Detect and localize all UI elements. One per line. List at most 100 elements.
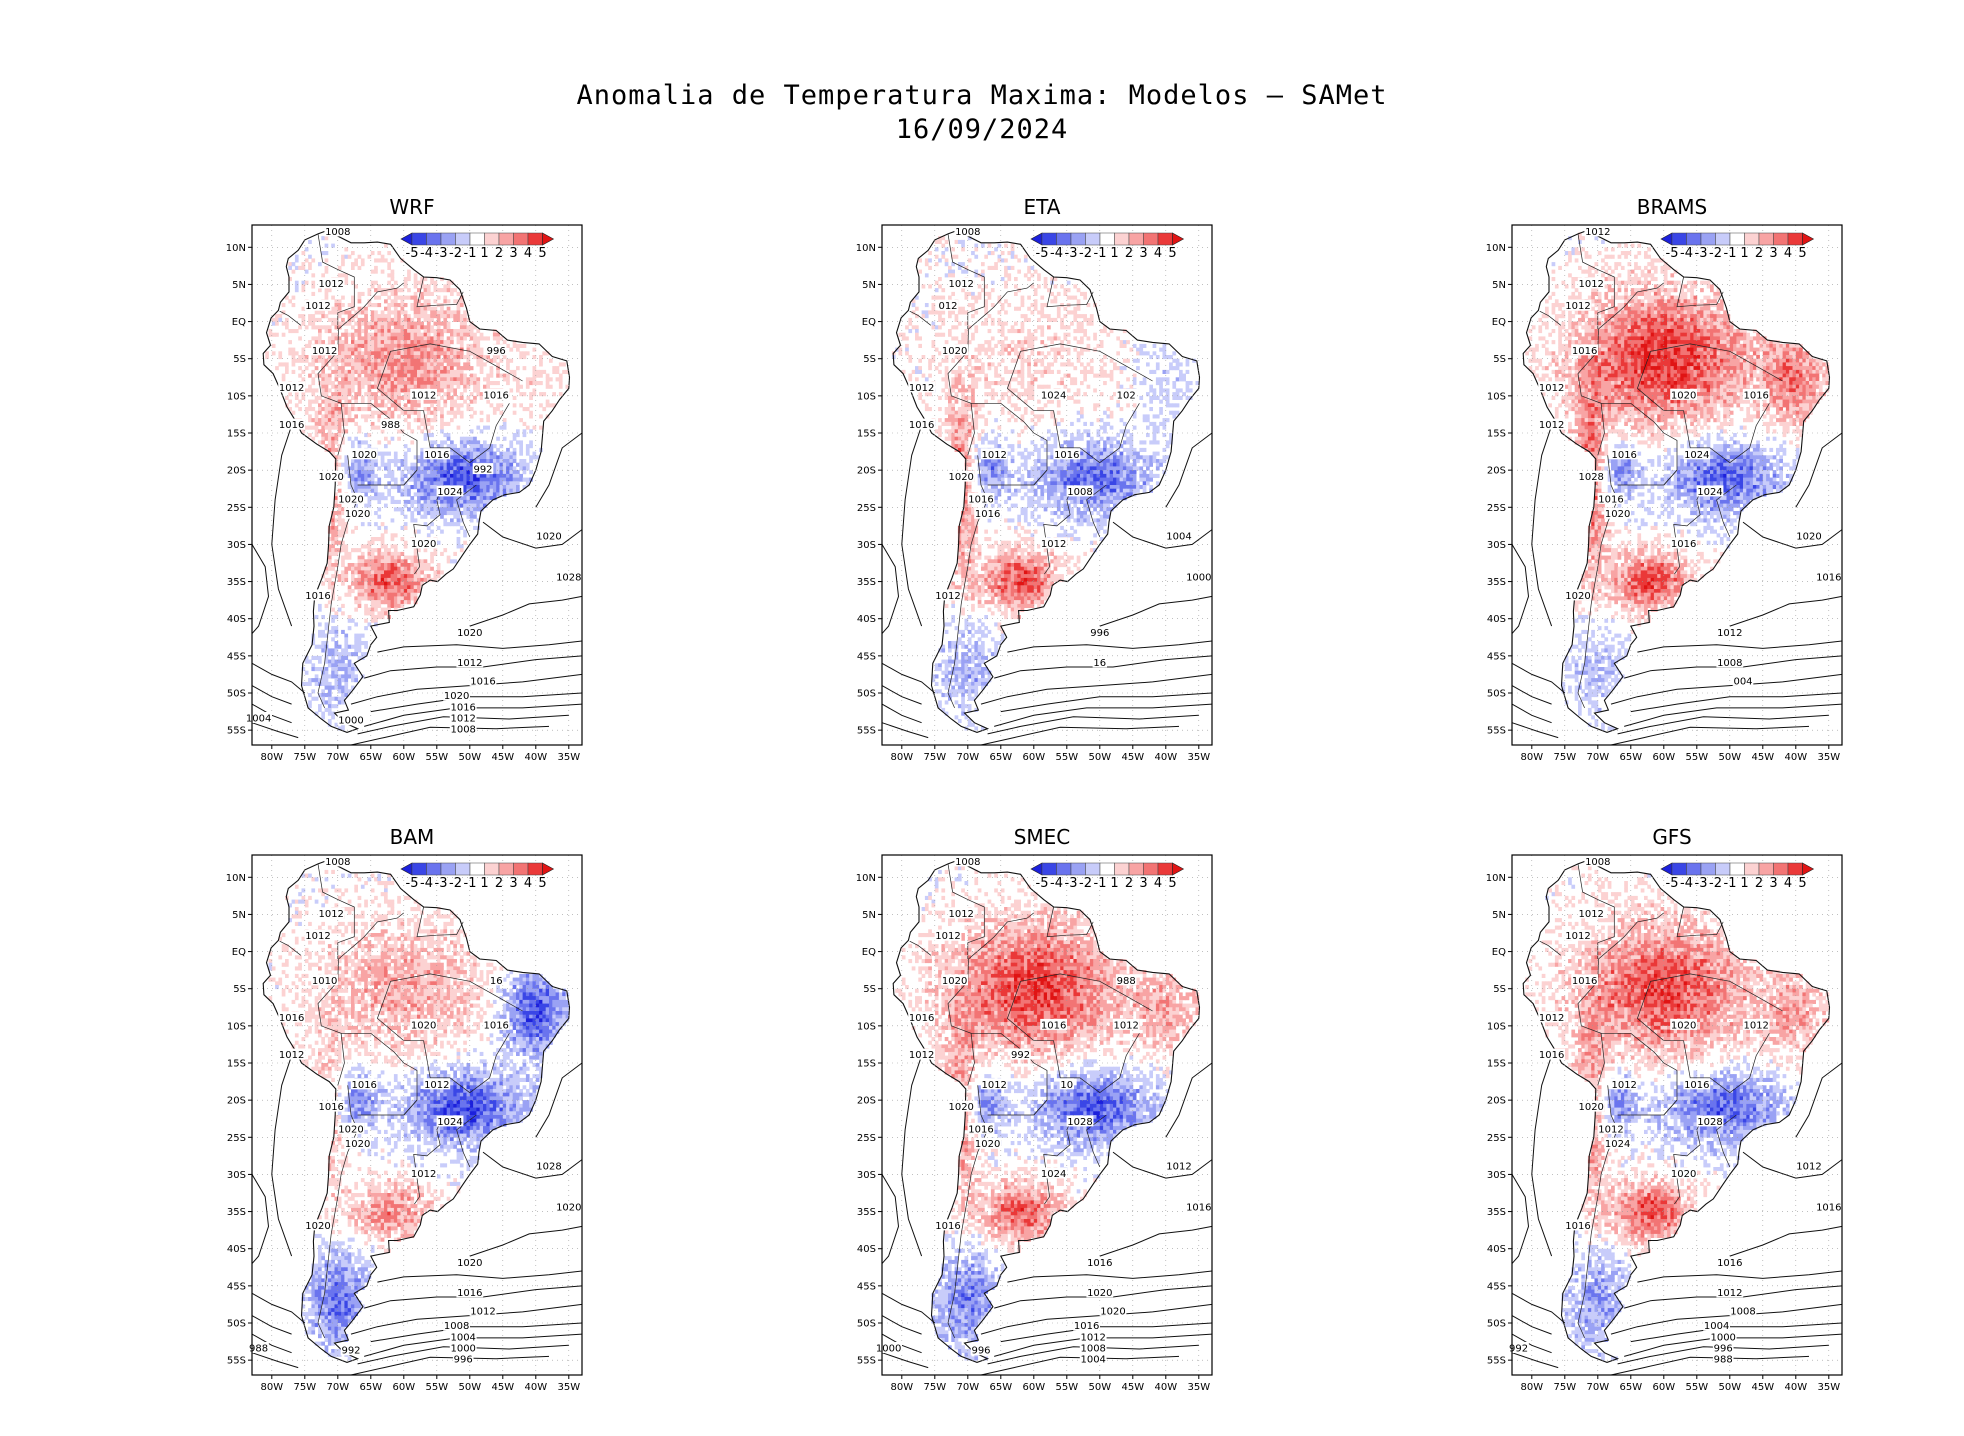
lon-tick-label: 55W <box>1685 752 1708 763</box>
lon-tick-label: 70W <box>326 752 349 763</box>
isobar-label: 1016 <box>975 509 1000 520</box>
isobar-label: 1012 <box>1041 539 1066 550</box>
isobar-label: 1016 <box>1572 346 1597 357</box>
isobar-label: 1020 <box>1605 509 1630 520</box>
colorbar: -5 -4 -3 -2 -1 1 2 3 4 5 <box>400 862 555 891</box>
colorbar-label: 2 <box>1125 876 1133 891</box>
panel-title: BAM <box>247 825 577 849</box>
panel-bam: BAM 1008 1012 1012 1016 1012 1016 1020 1010 1020… <box>185 825 725 1393</box>
lon-tick-label: 60W <box>1652 1382 1675 1393</box>
colorbar-label: 2 <box>1755 876 1763 891</box>
isobar-label: 1020 <box>318 472 343 483</box>
gridlines <box>1512 225 1842 745</box>
panel-title: SMEC <box>877 825 1207 849</box>
colorbar-label: -1 <box>1724 876 1737 891</box>
lon-tick-label: 70W <box>956 752 979 763</box>
isobar-label: 10 <box>1060 1080 1073 1091</box>
isobar-label: 1016 <box>1816 1202 1841 1213</box>
lat-tick-label: 20S <box>857 1096 876 1107</box>
colorbar-label: 1 <box>1110 876 1118 891</box>
lon-tick-label: 50W <box>458 752 481 763</box>
lon-tick-label: 60W <box>392 752 415 763</box>
isobar-label: 1012 <box>1113 1020 1138 1031</box>
colorbar-label: 3 <box>1769 876 1777 891</box>
isobar-label: 1008 <box>325 857 350 868</box>
colorbar-label: 3 <box>509 876 517 891</box>
isobar-label: 996 <box>971 1346 990 1357</box>
colorbar-label: 3 <box>1139 246 1147 261</box>
lat-tick-label: 35S <box>227 1207 246 1218</box>
isobar-label: 1020 <box>457 628 482 639</box>
coastline <box>1522 859 1831 1363</box>
isobar-label: 1012 <box>450 714 475 725</box>
lon-tick-label: 50W <box>1088 752 1111 763</box>
isobar-label: 16 <box>1093 658 1106 669</box>
colorbar-label: 4 <box>524 246 532 261</box>
isobar-label: 1004 <box>1704 1321 1729 1332</box>
isobar-label: 1024 <box>437 1117 462 1128</box>
lon-tick-label: 80W <box>260 1382 283 1393</box>
lon-tick-label: 40W <box>1784 752 1807 763</box>
isobar-label: 1012 <box>909 383 934 394</box>
colorbar-label: -1 <box>1094 246 1107 261</box>
lon-tick-label: 80W <box>890 1382 913 1393</box>
colorbar-label: -5 <box>406 246 419 261</box>
isobar-label: 1020 <box>444 691 469 702</box>
lat-tick-label: 15S <box>857 429 876 440</box>
plot-frame <box>251 224 583 746</box>
lat-tick-label: 20S <box>1487 466 1506 477</box>
isobar-label: 1016 <box>1565 1221 1590 1232</box>
isobar-label: 1004 <box>1080 1355 1105 1366</box>
colorbar: -5 -4 -3 -2 -1 1 2 3 4 5 <box>400 232 555 261</box>
isobar-label: 988 <box>249 1344 268 1355</box>
isobar-label: 1024 <box>437 487 462 498</box>
lat-tick-label: 25S <box>857 503 876 514</box>
lat-tick-label: 45S <box>227 1281 246 1292</box>
colorbar-label: 5 <box>1168 246 1176 261</box>
isobar-label: 1016 <box>351 1080 376 1091</box>
lon-tick-label: 65W <box>989 752 1012 763</box>
coastline <box>892 229 1201 733</box>
isobar-label: 1012 <box>1565 931 1590 942</box>
colorbar-label: -4 <box>420 246 433 261</box>
lat-tick-label: 55S <box>857 1356 876 1367</box>
lat-tick-label: 5S <box>233 984 246 995</box>
map-brams: 1012 1012 1012 1012 1012 1016 1016 1016 1020 1016… <box>1486 224 1843 763</box>
isobar-label: 1016 <box>1598 494 1623 505</box>
colorbar-label: -5 <box>406 876 419 891</box>
colorbar-label: -4 <box>1050 876 1063 891</box>
isobar-label: 1016 <box>483 1020 508 1031</box>
lon-tick-label: 60W <box>392 1382 415 1393</box>
lat-tick-label: 10S <box>227 1021 246 1032</box>
isobar-label: 1016 <box>1041 1020 1066 1031</box>
isobar-label: 1028 <box>1697 1117 1722 1128</box>
lat-tick-label: 10N <box>1486 873 1506 884</box>
isobar-labels: 1012 1012 1012 1012 1012 1016 1016 1016 1020 1016… <box>1538 225 1843 687</box>
gridlines <box>882 855 1212 1375</box>
colorbar-label: -4 <box>1680 246 1693 261</box>
isobar-label: 1012 <box>470 1306 495 1317</box>
isobar-label: 1016 <box>968 1124 993 1135</box>
lon-tick-label: 45W <box>491 752 514 763</box>
lat-tick-label: 10N <box>226 873 246 884</box>
isobar-label: 004 <box>1733 676 1752 687</box>
isobar-label: 1012 <box>1796 1162 1821 1173</box>
lon-tick-label: 80W <box>890 752 913 763</box>
lon-tick-label: 50W <box>458 1382 481 1393</box>
colorbar-label: -2 <box>1079 876 1092 891</box>
colorbar-label: 1 <box>1110 246 1118 261</box>
isobar-label: 996 <box>1090 628 1109 639</box>
isobar-label: 1028 <box>556 572 581 583</box>
isobar-label: 1008 <box>1067 487 1092 498</box>
isobar-label: 1012 <box>1743 1020 1768 1031</box>
isobar-label: 1024 <box>1605 1139 1630 1150</box>
lat-tick-label: 15S <box>1487 429 1506 440</box>
isobar-label: 1012 <box>424 1080 449 1091</box>
isobar-label: 1012 <box>1717 628 1742 639</box>
colorbar-label: 5 <box>538 876 546 891</box>
isobar-label: 1000 <box>876 1344 901 1355</box>
lon-tick-label: 60W <box>1022 1382 1045 1393</box>
colorbar-label: 2 <box>1125 246 1133 261</box>
lat-tick-label: 55S <box>227 1356 246 1367</box>
